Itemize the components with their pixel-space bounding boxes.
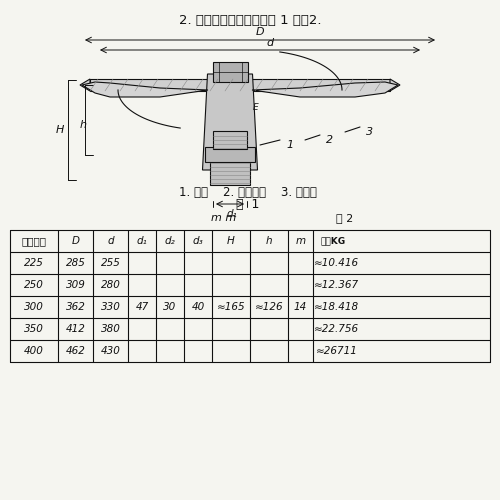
Bar bbox=[213, 131, 247, 149]
Text: h: h bbox=[80, 120, 86, 130]
Text: 362: 362 bbox=[66, 302, 86, 312]
Text: ≈18.418: ≈18.418 bbox=[314, 302, 359, 312]
Text: h: h bbox=[266, 236, 272, 246]
Text: 14: 14 bbox=[294, 302, 307, 312]
Bar bbox=[205, 147, 255, 162]
Text: 380: 380 bbox=[100, 324, 120, 334]
Text: E: E bbox=[253, 102, 259, 112]
Text: H: H bbox=[227, 236, 235, 246]
Polygon shape bbox=[80, 79, 90, 91]
Text: 重量KG: 重量KG bbox=[321, 236, 346, 246]
Text: 400: 400 bbox=[24, 346, 44, 356]
Text: 3: 3 bbox=[366, 127, 374, 137]
Text: H: H bbox=[56, 125, 64, 135]
Text: 280: 280 bbox=[100, 280, 120, 290]
Text: D: D bbox=[72, 236, 80, 246]
Text: ≈10.416: ≈10.416 bbox=[314, 258, 359, 268]
Text: 350: 350 bbox=[24, 324, 44, 334]
Text: ≈165: ≈165 bbox=[216, 302, 246, 312]
Text: 412: 412 bbox=[66, 324, 86, 334]
Text: 330: 330 bbox=[100, 302, 120, 312]
Text: d₂: d₂ bbox=[164, 236, 175, 246]
Text: d: d bbox=[107, 236, 114, 246]
Text: m: m bbox=[296, 236, 306, 246]
Text: 公称通径: 公称通径 bbox=[22, 236, 46, 246]
Text: 40: 40 bbox=[192, 302, 204, 312]
Text: d₁: d₁ bbox=[136, 236, 147, 246]
Text: 250: 250 bbox=[24, 280, 44, 290]
Text: 430: 430 bbox=[100, 346, 120, 356]
Text: d₁: d₁ bbox=[226, 209, 237, 219]
Text: 225: 225 bbox=[24, 258, 44, 268]
Bar bbox=[212, 62, 248, 82]
Bar bbox=[210, 160, 250, 185]
Text: 255: 255 bbox=[100, 258, 120, 268]
Text: ≈22.756: ≈22.756 bbox=[314, 324, 359, 334]
Text: 图  1: 图 1 bbox=[236, 198, 260, 211]
Text: 30: 30 bbox=[164, 302, 176, 312]
Polygon shape bbox=[202, 74, 258, 170]
Text: 285: 285 bbox=[66, 258, 86, 268]
Text: d₃: d₃ bbox=[192, 236, 203, 246]
Text: m m: m m bbox=[212, 213, 236, 223]
Text: ≈26711: ≈26711 bbox=[316, 346, 358, 356]
Text: 表 2: 表 2 bbox=[336, 213, 353, 223]
Text: 309: 309 bbox=[66, 280, 86, 290]
Polygon shape bbox=[390, 79, 400, 91]
Polygon shape bbox=[82, 82, 208, 97]
Text: d: d bbox=[266, 38, 274, 48]
Text: 2. 通气阀的基本尺寸按图 1 及表2.: 2. 通气阀的基本尺寸按图 1 及表2. bbox=[179, 14, 321, 26]
Text: 462: 462 bbox=[66, 346, 86, 356]
Text: 300: 300 bbox=[24, 302, 44, 312]
Text: D: D bbox=[256, 27, 264, 37]
Text: ≈126: ≈126 bbox=[254, 302, 284, 312]
Polygon shape bbox=[252, 82, 398, 97]
Text: 1: 1 bbox=[286, 140, 294, 150]
Text: 2: 2 bbox=[326, 135, 334, 145]
Text: 47: 47 bbox=[136, 302, 148, 312]
Text: ≈12.367: ≈12.367 bbox=[314, 280, 359, 290]
Text: 1. 阀盘    2. 压紧螺母    3. 密封圈: 1. 阀盘 2. 压紧螺母 3. 密封圈 bbox=[179, 186, 317, 200]
Polygon shape bbox=[90, 79, 390, 91]
